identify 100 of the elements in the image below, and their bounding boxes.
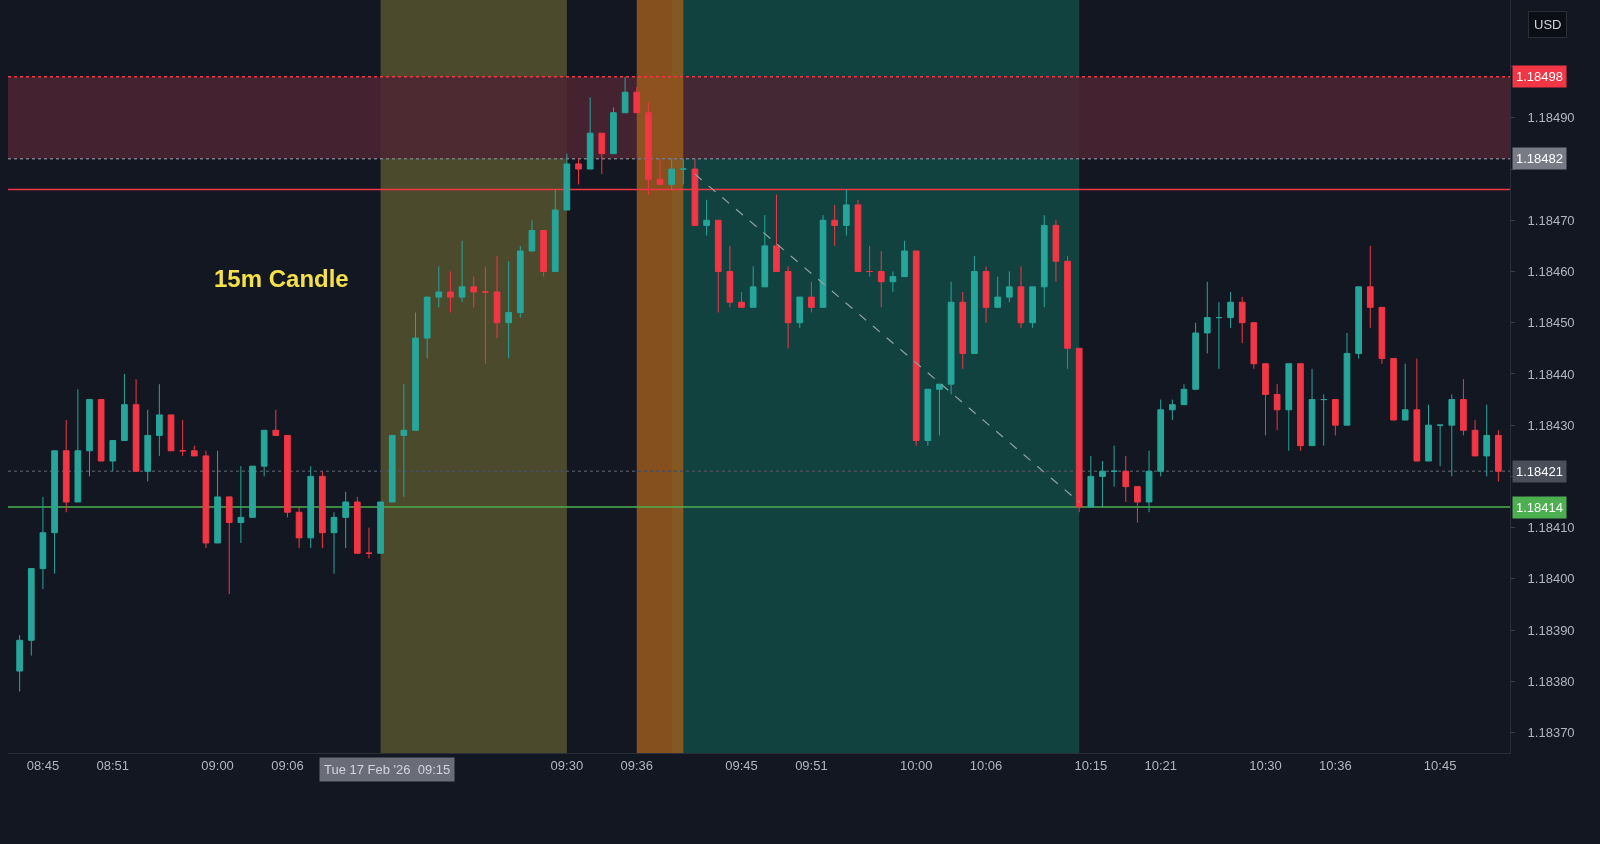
x-tick-label: 10:21 [1144, 757, 1177, 773]
candlestick [39, 496, 47, 590]
candlestick [947, 281, 955, 395]
candlestick [249, 465, 256, 518]
candlestick [1332, 399, 1339, 436]
candlestick [493, 255, 501, 339]
candlestick [901, 240, 908, 278]
candlestick [1087, 455, 1095, 508]
candlestick [1064, 255, 1071, 370]
candlestick [97, 399, 105, 462]
candlestick [1052, 219, 1060, 283]
y-tick-label: 1.18470 [1527, 212, 1575, 228]
candlestick [307, 465, 315, 549]
candlestick [866, 245, 873, 278]
candlestick [610, 107, 617, 155]
candlestick [773, 194, 780, 272]
candlestick [16, 634, 23, 693]
candlestick [412, 311, 419, 431]
candlestick [1145, 450, 1153, 513]
candlestick [703, 199, 710, 237]
candlestick [877, 250, 885, 308]
x-tick-label: 09:51 [795, 757, 828, 773]
candlestick [132, 378, 140, 472]
candlestick [1390, 358, 1397, 421]
x-tick-label: 08:51 [96, 757, 130, 773]
ref-line-label: 1.18421 [1516, 464, 1563, 479]
candlestick [62, 419, 70, 513]
candlestick [586, 96, 594, 170]
candlestick [784, 265, 792, 349]
candlestick [214, 450, 221, 544]
candlestick [190, 445, 198, 457]
candlestick [1378, 306, 1386, 365]
candlestick [936, 383, 943, 436]
candlestick [1308, 368, 1316, 447]
candlestick [924, 388, 932, 447]
candlestick [540, 230, 547, 278]
candlestick [1215, 301, 1223, 370]
candlestick [388, 434, 396, 503]
ref-line-label: 1.18498 [1516, 69, 1563, 84]
y-tick-label: 1.18380 [1527, 673, 1575, 689]
y-tick-label: 1.18490 [1527, 110, 1575, 126]
candlestick [179, 419, 186, 457]
candlestick [1017, 265, 1025, 329]
candlestick [563, 153, 571, 211]
candlestick [912, 250, 920, 447]
candlestick [1448, 393, 1456, 477]
candlestick [1238, 296, 1246, 344]
candlestick [1413, 358, 1421, 462]
ref-line-label: 1.18482 [1516, 151, 1563, 166]
candlestick [482, 265, 489, 365]
y-tick-label: 1.18390 [1527, 622, 1575, 638]
candlestick [342, 491, 350, 549]
candlestick [86, 399, 93, 477]
x-tick-label: 08:45 [26, 757, 60, 773]
candlestick [505, 260, 513, 360]
candlestick [621, 76, 629, 114]
candlestick [447, 270, 454, 313]
candlestick [1005, 270, 1013, 303]
candlestick [225, 496, 233, 595]
candlestick [1436, 424, 1444, 467]
band-label: 15m Candle [214, 265, 349, 292]
candlestick [1460, 378, 1467, 436]
candlestick [819, 214, 827, 308]
candlestick [1366, 245, 1374, 329]
candlestick [656, 158, 664, 185]
candlestick [319, 470, 326, 549]
candlestick [423, 296, 431, 360]
candlestick [1285, 363, 1293, 452]
candlestick [516, 245, 524, 319]
candlestick [365, 527, 373, 559]
candlestick [1273, 383, 1281, 431]
candlestick [1122, 455, 1130, 503]
candlestick [796, 296, 804, 329]
candlestick [74, 388, 82, 503]
candlestick [598, 132, 606, 175]
x-tick-label: 10:36 [1319, 757, 1352, 773]
candlestick [1343, 332, 1351, 426]
candlestick [1110, 445, 1118, 488]
candlestick [1180, 383, 1188, 406]
candlestick [1040, 214, 1048, 308]
candlestick [260, 429, 268, 477]
candlestick [284, 434, 291, 518]
candlestick [1099, 460, 1106, 508]
candlestick [1471, 419, 1479, 457]
candlestick [633, 86, 641, 114]
text: USD [1534, 17, 1562, 32]
y-tick-label: 1.18430 [1527, 417, 1575, 433]
candlestick [1297, 363, 1304, 452]
candlestick [202, 450, 210, 549]
candlestick [353, 496, 361, 554]
candlestick [1483, 404, 1491, 477]
candlestick [1495, 429, 1502, 483]
candlestick [1075, 347, 1083, 513]
x-tick-label: 10:00 [899, 757, 933, 773]
candlestick [400, 383, 408, 498]
candlestick [1227, 291, 1234, 329]
candlestick [1203, 281, 1211, 354]
candlestick [109, 440, 117, 472]
candlestick [1320, 393, 1328, 447]
candlestick [330, 511, 338, 575]
